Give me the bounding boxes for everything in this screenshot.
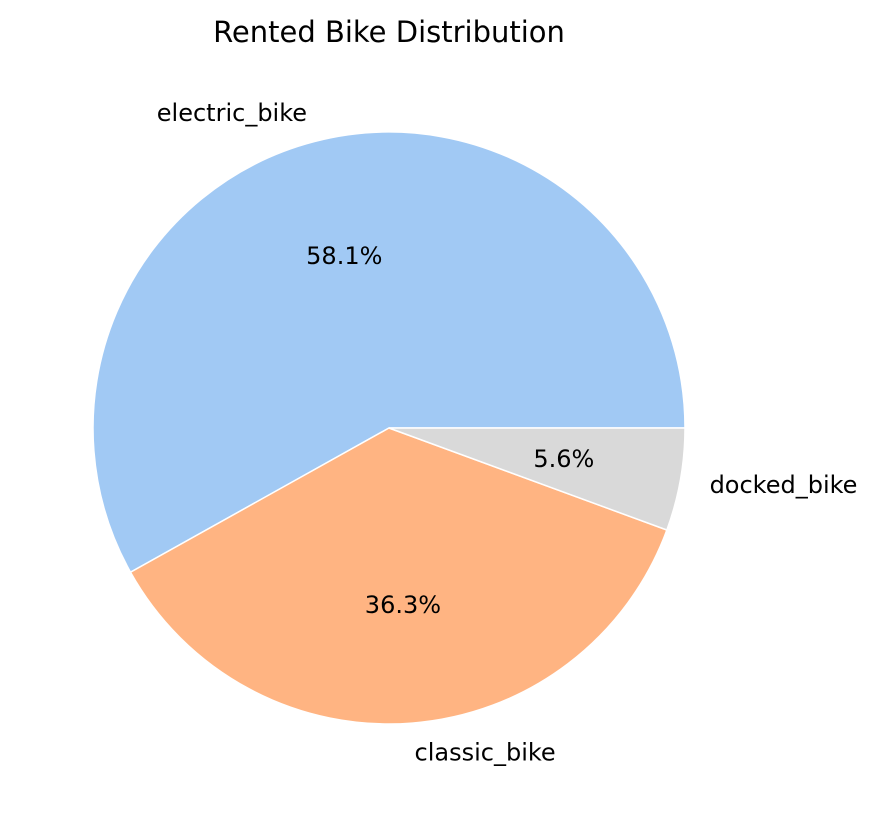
pie-labels: electric_bike 58.1% classic_bike 36.3% docke…	[157, 99, 858, 767]
slice-percent-classic-bike: 36.3%	[365, 591, 441, 619]
slice-label-classic-bike: classic_bike	[415, 739, 556, 767]
slice-percent-docked-bike: 5.6%	[533, 445, 594, 473]
pie-slices	[92, 131, 686, 725]
pie-slice-electric-bike	[92, 131, 686, 574]
slice-label-electric-bike: electric_bike	[157, 99, 307, 127]
chart-title: Rented Bike Distribution	[213, 15, 565, 49]
slice-label-docked-bike: docked_bike	[710, 471, 858, 499]
pie-slice-classic-bike	[129, 427, 668, 725]
slice-percent-electric-bike: 58.1%	[306, 242, 382, 270]
pie-slice-docked-bike	[388, 427, 686, 531]
